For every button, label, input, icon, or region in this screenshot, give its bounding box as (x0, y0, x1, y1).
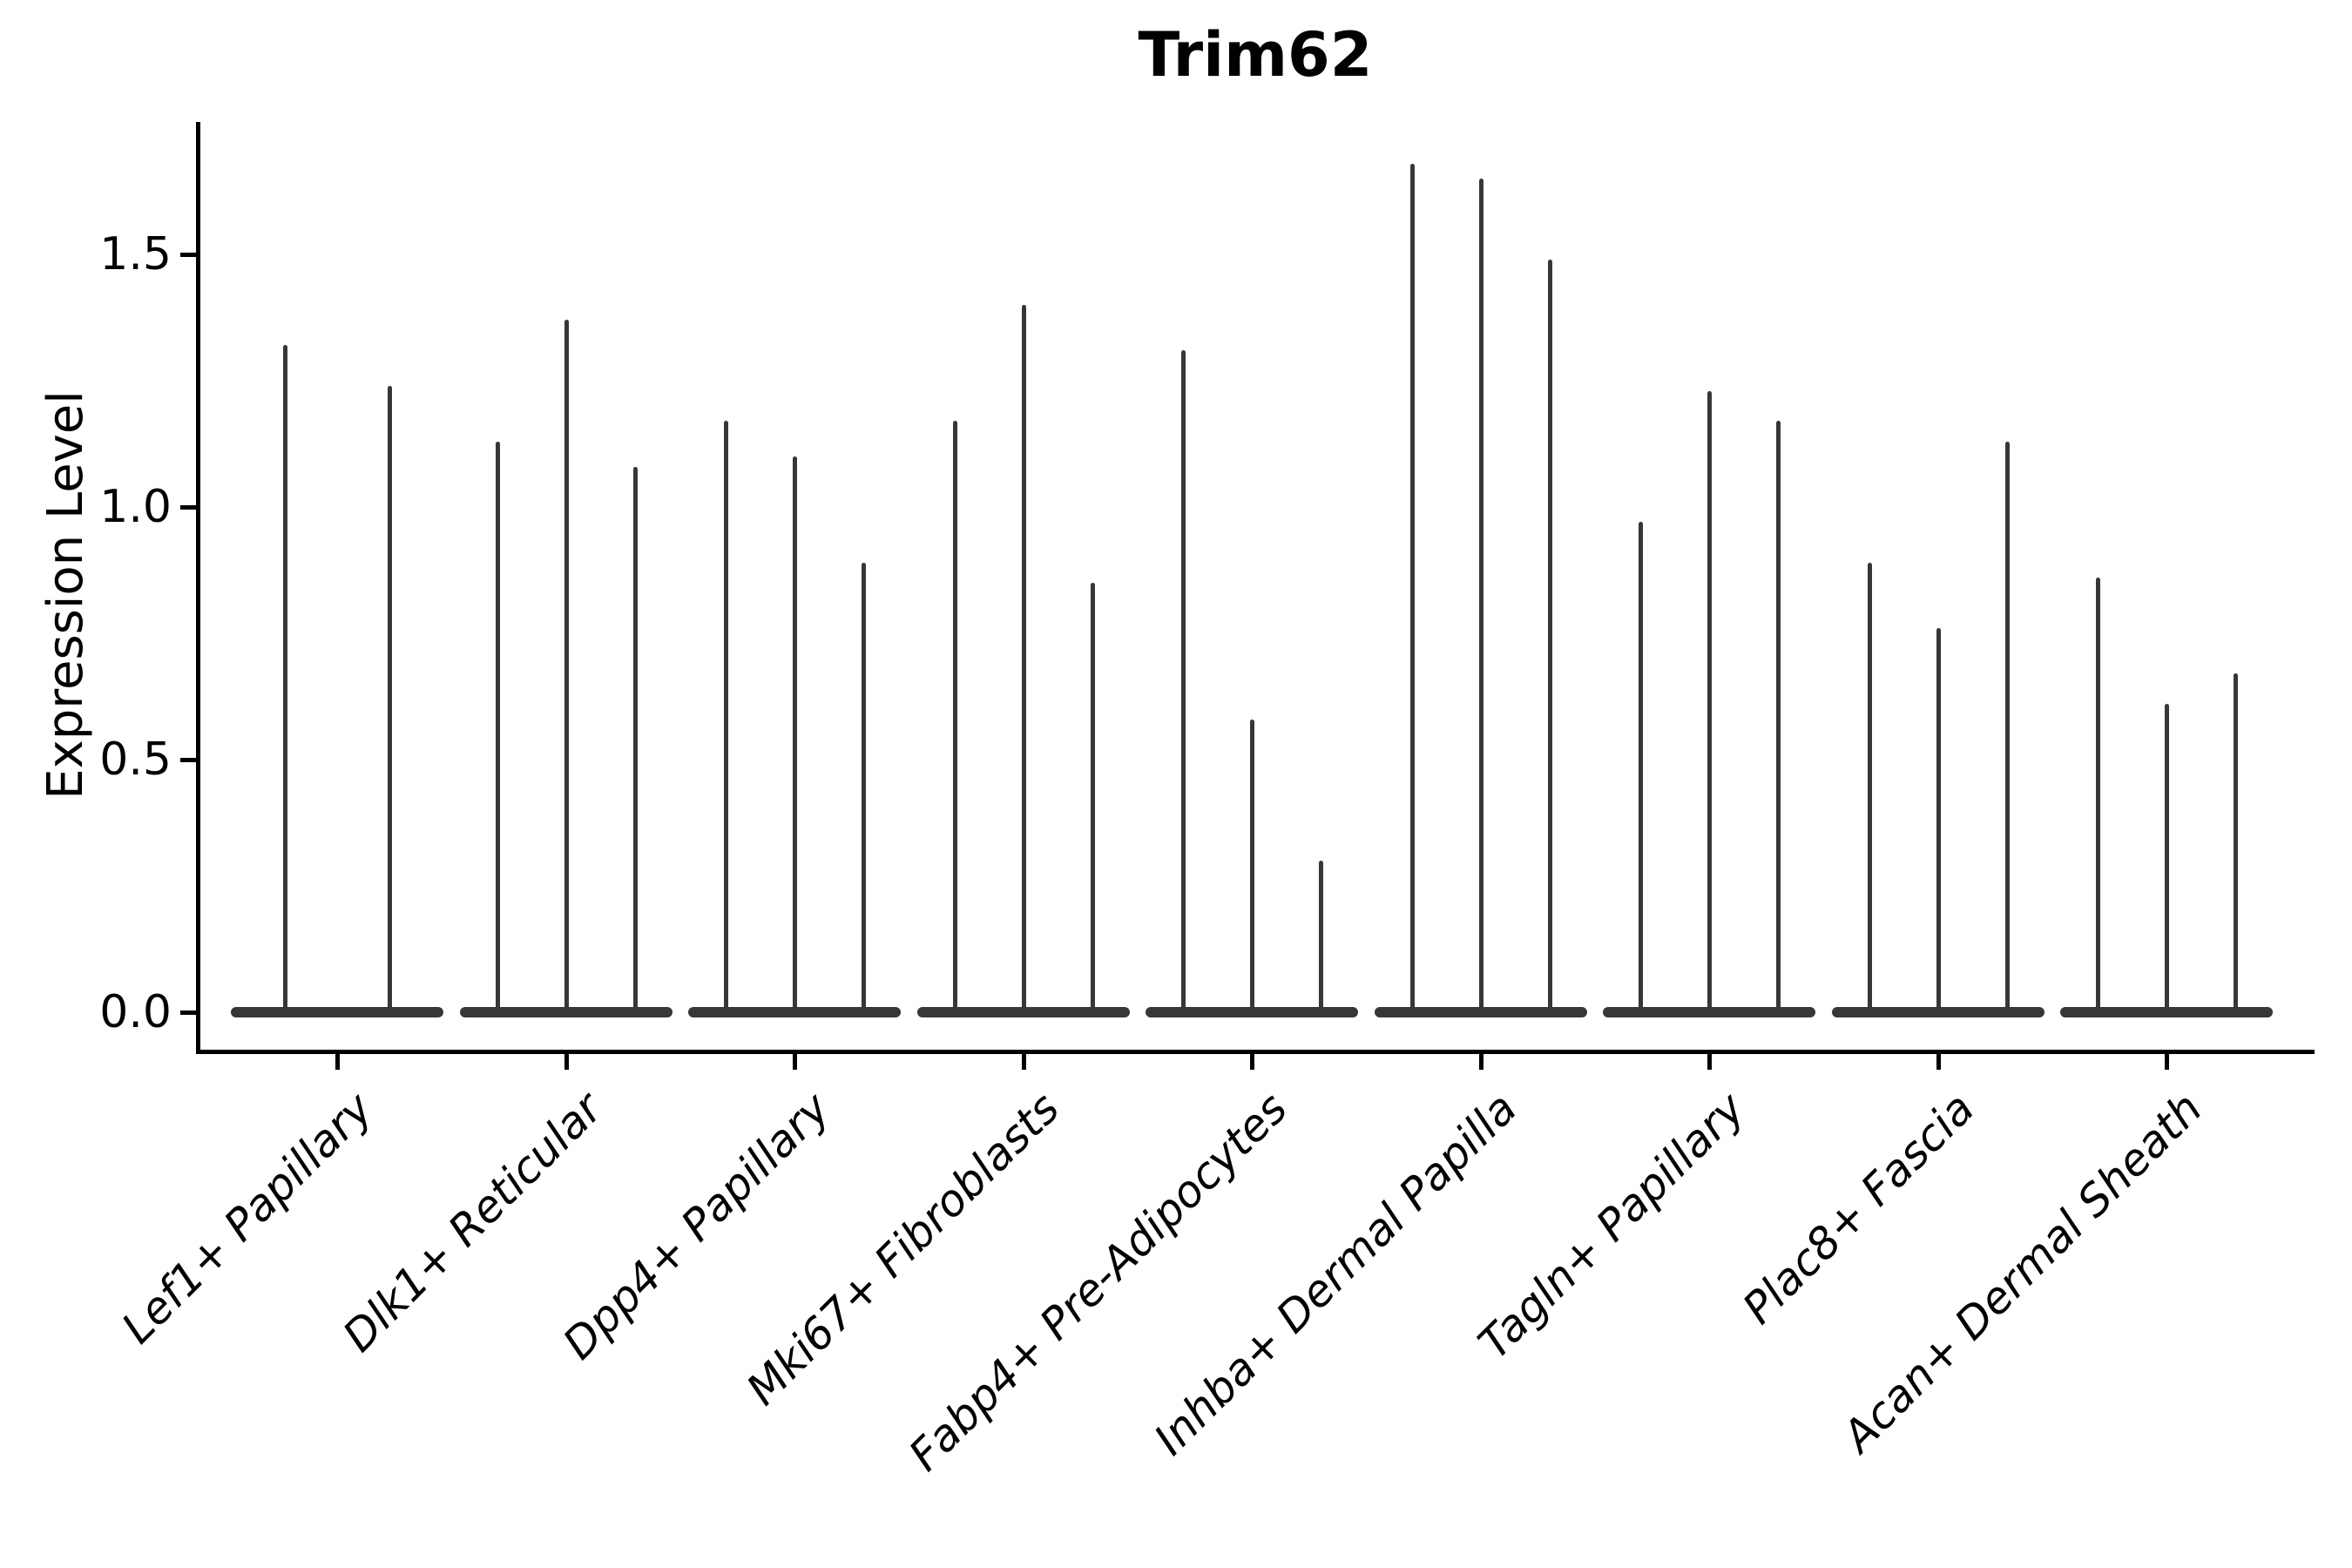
violin-spike (632, 466, 638, 1017)
x-tick-label: Fabp4+ Pre-Adipocytes (899, 1083, 1298, 1481)
y-axis-spine (196, 122, 200, 1054)
x-axis-tick (1249, 1054, 1254, 1070)
violin-base (231, 1007, 443, 1017)
x-tick-label: Lef1+ Papillary (112, 1083, 383, 1354)
y-axis-tick (180, 504, 196, 510)
y-axis-tick (180, 252, 196, 257)
violin-spike (1707, 390, 1712, 1017)
y-tick-label: 1.5 (99, 228, 172, 280)
violin-spike (1180, 350, 1186, 1017)
violin-spike (2095, 578, 2100, 1017)
violin-spike (1547, 259, 1552, 1017)
y-axis-tick (180, 757, 196, 762)
x-axis-spine (196, 1050, 2315, 1054)
y-tick-label: 0.0 (99, 986, 172, 1038)
violin-spike (723, 421, 728, 1017)
violin-spike (1318, 861, 1323, 1017)
y-axis-tick (180, 1010, 196, 1015)
violin-spike (1021, 305, 1026, 1017)
violin-spike (2004, 441, 2010, 1017)
violin-spike (1090, 583, 1095, 1017)
x-axis-tick (1707, 1054, 1712, 1070)
violin-spike (387, 385, 392, 1017)
violin-spike (861, 562, 866, 1017)
violin-spike (1638, 522, 1643, 1017)
violin-spike (2233, 673, 2238, 1017)
x-axis-tick (1478, 1054, 1484, 1070)
violin-spike (1867, 562, 1872, 1017)
violin-spike (2164, 704, 2169, 1017)
violin-spike (282, 345, 287, 1017)
x-axis-tick (792, 1054, 797, 1070)
violin-spike (1775, 421, 1781, 1017)
violin-spike (952, 421, 957, 1017)
x-axis-tick (335, 1054, 340, 1070)
x-axis-tick (2164, 1054, 2169, 1070)
x-axis-tick (1936, 1054, 1941, 1070)
x-axis-tick (1021, 1054, 1026, 1070)
violin-spike (1936, 628, 1941, 1017)
violin-spike (1478, 179, 1484, 1017)
y-tick-label: 1.0 (99, 481, 172, 533)
y-axis-label: Expression Level (37, 390, 94, 800)
violin-spike (495, 441, 500, 1017)
x-axis-tick (564, 1054, 569, 1070)
violin-spike (1409, 163, 1415, 1017)
violin-spike (792, 456, 797, 1017)
violin-spike (564, 320, 569, 1017)
chart-title: Trim62 (1138, 19, 1373, 91)
x-tick-label: Plac8+ Fascia (1733, 1083, 1984, 1335)
violin-spike (1249, 719, 1254, 1017)
y-tick-label: 0.5 (99, 733, 172, 786)
